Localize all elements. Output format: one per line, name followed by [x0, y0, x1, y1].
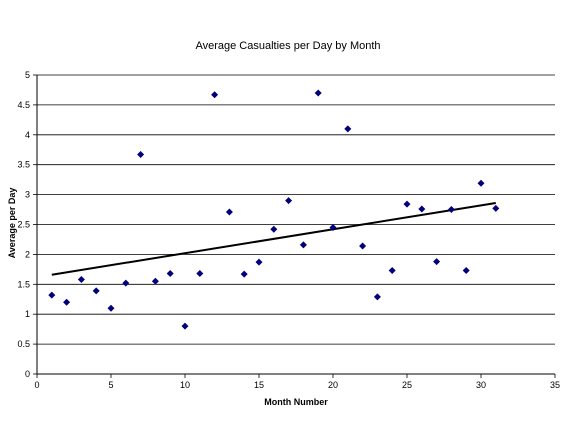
x-tick-label: 25 [402, 380, 412, 390]
y-tick-label: 4 [25, 130, 30, 140]
y-tick-label: 3.5 [17, 160, 30, 170]
data-point [77, 276, 85, 284]
chart-title: Average Casualties per Day by Month [195, 40, 380, 52]
y-tick-label: 2 [25, 249, 30, 259]
data-point [492, 204, 500, 212]
data-point [211, 91, 219, 99]
y-tick-label: 2.5 [17, 220, 30, 230]
data-point [240, 270, 248, 278]
data-point [285, 197, 293, 205]
data-point [359, 242, 367, 250]
data-point [107, 304, 115, 312]
y-tick-label: 0.5 [17, 339, 30, 349]
data-point [151, 277, 159, 285]
data-point [63, 298, 71, 306]
data-point [299, 241, 307, 249]
x-tick-label: 35 [550, 380, 560, 390]
y-tick-label: 1.5 [17, 279, 30, 289]
data-point [477, 179, 485, 187]
y-tick-label: 4.5 [17, 100, 30, 110]
y-tick-label: 1 [25, 309, 30, 319]
data-point [270, 225, 278, 233]
data-point [196, 270, 204, 278]
data-point [314, 89, 322, 97]
y-axis-label: Average per Day [7, 188, 17, 259]
data-point [388, 267, 396, 275]
data-points [48, 89, 500, 330]
data-point [137, 151, 145, 159]
data-point [433, 258, 441, 266]
x-tick-label: 5 [108, 380, 113, 390]
x-tick-label: 0 [34, 380, 39, 390]
data-point [122, 279, 130, 287]
data-point [418, 205, 426, 213]
data-point [255, 258, 263, 266]
trendline-layer [51, 201, 496, 276]
y-tick-label: 5 [25, 70, 30, 80]
x-tick-label: 15 [254, 380, 264, 390]
x-tick-label: 10 [180, 380, 190, 390]
data-point [166, 270, 174, 278]
data-point [447, 206, 455, 214]
data-point [225, 208, 233, 216]
data-point [462, 267, 470, 275]
y-tick-label: 0 [25, 369, 30, 379]
y-tick-label: 3 [25, 190, 30, 200]
tick-labels: 0 0.5 1 1.5 2 2.5 3 3.5 4 4.5 5 0 5 10 15 20 25 30 35 [17, 70, 560, 390]
gridlines [37, 74, 555, 345]
axes [33, 74, 556, 378]
x-tick-label: 20 [328, 380, 338, 390]
data-point [329, 223, 337, 231]
trendline [51, 201, 496, 276]
data-point [403, 200, 411, 208]
data-point [373, 293, 381, 301]
data-point [92, 287, 100, 295]
data-point [48, 291, 56, 299]
data-point [181, 322, 189, 330]
x-axis-label: Month Number [264, 397, 328, 407]
data-point [344, 125, 352, 133]
x-tick-label: 30 [476, 380, 486, 390]
